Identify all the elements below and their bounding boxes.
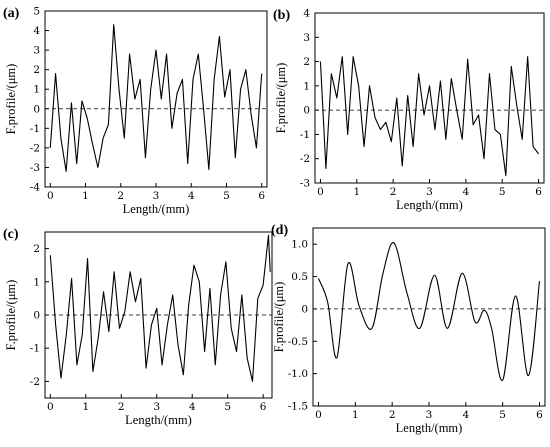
y-tick-label: -1.5	[288, 401, 308, 413]
y-axis-label: F.profile/(μm)	[4, 280, 18, 351]
y-tick-label: 1	[33, 276, 40, 288]
x-tick-label: 3	[426, 409, 433, 421]
x-tick-label: 3	[153, 401, 160, 413]
y-tick-label: 0	[301, 303, 308, 315]
y-tick-label: -3	[300, 178, 310, 190]
y-tick-label: 3	[33, 45, 40, 57]
panel-a: 0 1 2 3 4 5 6 -4 -3 -2 -1 0 1 2 3 4 5 Length/(mm) F.profil…	[3, 6, 268, 216]
y-tick-label: -0.5	[288, 336, 308, 348]
y-tick-label: 2	[33, 243, 40, 255]
y-axis-label: F.profile/(μm)	[272, 282, 286, 353]
x-tick-label: 0	[47, 190, 54, 202]
y-tick-label: -1	[300, 129, 310, 141]
plot-frame	[44, 10, 268, 188]
y-tick-label: 2	[303, 56, 310, 68]
panel-label: (a)	[3, 6, 20, 21]
y-tick-label: 1	[33, 84, 40, 96]
y-tick-label: -4	[30, 182, 41, 194]
y-tick-label: -1.0	[288, 368, 308, 380]
x-tick-label: 2	[118, 401, 125, 413]
x-tick-label: 2	[117, 190, 124, 202]
x-axis-label: Length/(mm)	[125, 413, 192, 427]
x-axis-label: Length/(mm)	[396, 421, 463, 435]
y-axis-label: F.profile/(μm)	[4, 64, 18, 135]
y-tick-label: -2	[30, 142, 40, 154]
x-tick-label: 3	[426, 186, 433, 198]
panel-d: 0 1 2 3 4 5 6 -1.5 -1.0 -0.5 0 0.5 1.0 Length/(mm) F.p…	[271, 223, 546, 435]
panel-label: (c)	[3, 227, 19, 242]
y-tick-label: 4	[303, 8, 310, 20]
y-tick-label: -3	[30, 162, 40, 174]
x-tick-label: 6	[258, 190, 265, 202]
y-tick-label: 1	[303, 80, 310, 92]
x-tick-label: 6	[535, 186, 542, 198]
y-tick-label: -2	[30, 376, 40, 388]
x-tick-label: 4	[463, 186, 470, 198]
y-tick-label: 5	[33, 6, 40, 18]
y-tick-label: 2	[33, 64, 40, 76]
series-line	[319, 56, 539, 177]
x-tick-label: 2	[390, 186, 397, 198]
x-tick-label: 1	[82, 401, 89, 413]
x-tick-label: 0	[47, 401, 54, 413]
x-tick-label: 6	[260, 401, 267, 413]
panel-label: (d)	[271, 223, 288, 238]
y-tick-label: 0	[33, 310, 40, 322]
panel-c: 0 1 2 3 4 5 6-2-1012Length/(mm)F.profile/(μm)(…	[3, 227, 273, 427]
y-tick-label: 1.0	[291, 239, 308, 251]
x-tick-label: 4	[189, 401, 196, 413]
x-tick-label: 3	[153, 190, 160, 202]
y-tick-label: -1	[30, 123, 40, 135]
panel-label: (b)	[273, 8, 290, 23]
x-tick-label: 6	[536, 409, 543, 421]
y-tick-label: 4	[33, 25, 40, 37]
x-tick-label: 0	[315, 409, 322, 421]
y-tick-label: 0.5	[291, 271, 308, 283]
x-tick-label: 0	[317, 186, 324, 198]
x-tick-label: 5	[499, 409, 506, 421]
x-axis-label: Length/(mm)	[123, 202, 190, 216]
y-tick-label: -2	[300, 153, 310, 165]
plot-frame	[312, 227, 546, 407]
x-tick-label: 2	[389, 409, 396, 421]
y-tick-label: 0	[303, 105, 310, 117]
panel-b: 0 1 2 3 4 5 6-3-2-101234Length/(mm)F.profile/(…	[273, 8, 545, 212]
x-tick-label: 5	[223, 190, 230, 202]
x-tick-label: 4	[462, 409, 469, 421]
x-tick-label: 5	[499, 186, 506, 198]
y-tick-label: 3	[303, 32, 310, 44]
x-tick-label: 5	[224, 401, 231, 413]
x-axis-label: Length/(mm)	[396, 198, 463, 212]
y-tick-label: 0	[33, 103, 40, 115]
series-line	[49, 234, 271, 382]
y-tick-label: -1	[30, 343, 40, 355]
series-line	[49, 24, 263, 172]
x-tick-label: 1	[352, 409, 359, 421]
x-tick-label: 4	[188, 190, 195, 202]
x-tick-label: 1	[353, 186, 360, 198]
x-tick-label: 1	[82, 190, 89, 202]
series-line	[318, 242, 541, 381]
y-axis-label: F.profile/(μm)	[274, 63, 288, 134]
